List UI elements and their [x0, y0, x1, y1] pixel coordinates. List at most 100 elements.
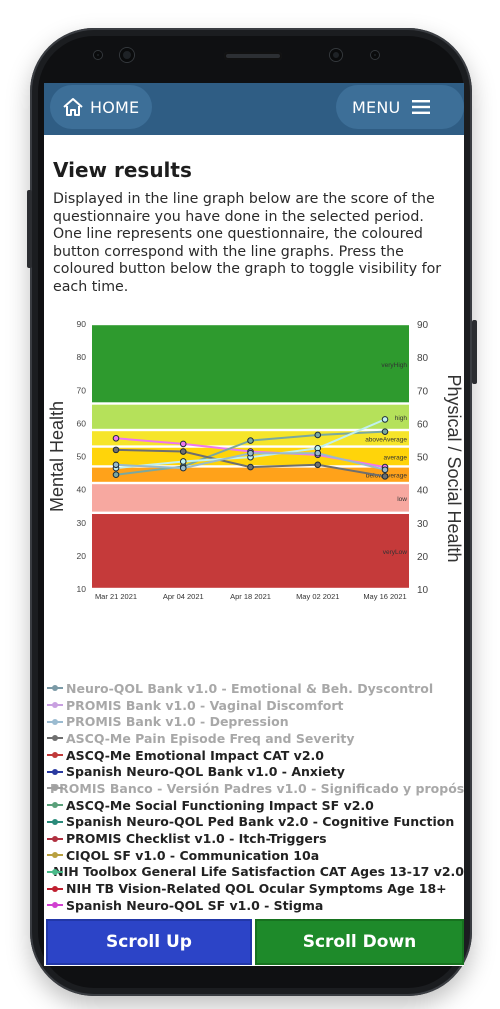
legend-toggle-item[interactable]: NIH Toolbox General Life Satisfaction CA…: [44, 864, 464, 881]
page-description: Displayed in the line graph below are th…: [53, 191, 442, 295]
legend-toggle-item[interactable]: Spanish Neuro-QOL Bank v1.0 - Anxiety: [44, 763, 464, 780]
legend-marker-icon: [47, 683, 63, 693]
phone-sensor: [371, 51, 379, 59]
legend-label: Spanish Neuro-QOL Ped Bank v2.0 - Cognit…: [66, 814, 455, 830]
legend-marker-icon: [47, 717, 63, 727]
band-label: veryLow: [383, 549, 408, 556]
series-point: [381, 473, 389, 480]
legend-marker-icon: [47, 800, 63, 810]
y-axis-title-right: Physical / Social Health: [444, 374, 464, 562]
phone-speaker: [224, 52, 282, 60]
phone-camera: [120, 48, 134, 62]
series-point: [179, 464, 187, 472]
band-label: low: [397, 496, 407, 503]
phone-sensor: [94, 51, 102, 59]
y-tick-left: 20: [77, 551, 87, 561]
home-icon: [62, 97, 84, 117]
chart-svg: veryHighhighaboveAverageaveragebelowAver…: [47, 319, 464, 601]
legend-toggle-item[interactable]: PROMIS Checklist v1.0 - Itch-Triggers: [44, 830, 464, 847]
series-point: [179, 458, 187, 465]
legend-toggle-item[interactable]: Spanish Neuro-QOL SF v1.0 - Stigma: [44, 897, 464, 914]
legend-marker-icon: [47, 867, 63, 877]
scroll-controls: Scroll Up Scroll Down: [44, 919, 464, 966]
legend-marker-icon: [47, 900, 63, 910]
legend-label: PROMIS Banco - Versión Padres v1.0 - Sig…: [50, 780, 464, 796]
legend-toggle-item[interactable]: NIH TB Vision-Related QOL Ocular Symptom…: [44, 880, 464, 897]
y-tick-left: 30: [77, 518, 87, 528]
y-tick-right: 80: [417, 353, 429, 364]
legend-label: ASCQ-Me Social Functioning Impact SF v2.…: [66, 797, 374, 813]
series-point: [314, 449, 322, 457]
legend-toggle-item[interactable]: PROMIS Bank v1.0 - Vaginal Discomfort: [44, 697, 464, 714]
legend-toggle-item[interactable]: PROMIS Banco - Versión Padres v1.0 - Sig…: [44, 780, 464, 797]
top-navigation-bar: HOME MENU: [44, 83, 464, 135]
series-point: [381, 466, 389, 474]
legend-label: NIH TB Vision-Related QOL Ocular Symptom…: [66, 881, 447, 897]
series-point: [179, 448, 187, 455]
y-axis-title-left: Mental Health: [47, 401, 67, 512]
app-screen: HOME MENU View results Displayed in the …: [44, 83, 464, 966]
x-tick-label: Apr 18 2021: [230, 592, 271, 601]
legend-marker-icon: [47, 750, 63, 760]
y-tick-left: 40: [77, 485, 87, 495]
band-veryHigh: [92, 325, 409, 403]
legend-marker-icon: [47, 700, 63, 710]
y-tick-left: 60: [77, 418, 87, 428]
series-point: [247, 437, 254, 444]
scroll-up-button[interactable]: Scroll Up: [46, 919, 252, 965]
band-label: aboveAverage: [365, 436, 407, 443]
series-point: [381, 416, 389, 423]
band-label: average: [384, 455, 408, 462]
home-button[interactable]: HOME: [50, 85, 152, 129]
band-label: high: [395, 415, 408, 422]
phone-sensor: [330, 49, 342, 61]
results-line-chart: veryHighhighaboveAverageaveragebelowAver…: [44, 308, 464, 608]
y-tick-left: 50: [77, 452, 87, 462]
y-tick-left: 80: [77, 352, 87, 362]
legend-label: PROMIS Bank v1.0 - Vaginal Discomfort: [66, 697, 344, 713]
legend-marker-icon: [47, 733, 63, 743]
y-tick-right: 50: [417, 453, 429, 464]
band-high: [92, 404, 409, 429]
legend-label: Neuro-QOL Bank v1.0 - Emotional & Beh. D…: [66, 680, 434, 696]
page-title: View results: [53, 158, 192, 182]
menu-label: MENU: [352, 97, 401, 117]
legend-toggle-item[interactable]: CIQOL SF v1.0 - Communication 10a: [44, 847, 464, 864]
y-tick-right: 10: [417, 585, 429, 596]
menu-button[interactable]: MENU: [336, 85, 464, 129]
legend-toggle-item[interactable]: Spanish Neuro-QOL Ped Bank v2.0 - Cognit…: [44, 814, 464, 831]
phone-side-button-left: [27, 190, 32, 268]
y-tick-left: 10: [77, 584, 87, 594]
legend-label: ASCQ-Me Pain Episode Freq and Severity: [66, 730, 355, 746]
series-point: [112, 471, 120, 479]
series-point: [247, 463, 254, 471]
series-point: [247, 449, 254, 457]
series-point: [381, 428, 389, 435]
band-belowAverage: [92, 467, 409, 482]
legend-toggle-item[interactable]: ASCQ-Me Pain Episode Freq and Severity: [44, 730, 464, 747]
band-veryLow: [92, 514, 409, 588]
legend-toggle-item[interactable]: Neuro-QOL Bank v1.0 - Emotional & Beh. D…: [44, 680, 464, 697]
legend-marker-icon: [47, 834, 63, 844]
series-point: [314, 431, 322, 439]
series-point: [112, 446, 120, 454]
y-tick-right: 70: [417, 386, 429, 397]
x-tick-label: Apr 04 2021: [163, 592, 204, 601]
series-point: [112, 434, 120, 442]
legend-toggle-item[interactable]: ASCQ-Me Emotional Impact CAT v2.0: [44, 747, 464, 764]
scroll-down-button[interactable]: Scroll Down: [255, 919, 464, 965]
y-tick-right: 60: [417, 419, 429, 430]
legend-label: CIQOL SF v1.0 - Communication 10a: [66, 847, 320, 863]
y-tick-right: 40: [417, 486, 429, 497]
y-tick-right: 20: [417, 552, 429, 563]
legend-toggle-item[interactable]: ASCQ-Me Social Functioning Impact SF v2.…: [44, 797, 464, 814]
chart-legend: Neuro-QOL Bank v1.0 - Emotional & Beh. D…: [44, 680, 464, 914]
phone-side-button-right: [472, 320, 477, 384]
legend-toggle-item[interactable]: PROMIS Bank v1.0 - Depression: [44, 713, 464, 730]
y-tick-left: 90: [77, 319, 87, 329]
legend-label: ASCQ-Me Emotional Impact CAT v2.0: [66, 747, 324, 763]
x-tick-label: May 16 2021: [363, 592, 406, 601]
legend-label: Spanish Neuro-QOL Bank v1.0 - Anxiety: [66, 764, 345, 780]
y-tick-left: 70: [77, 385, 87, 395]
legend-marker-icon: [47, 850, 63, 860]
